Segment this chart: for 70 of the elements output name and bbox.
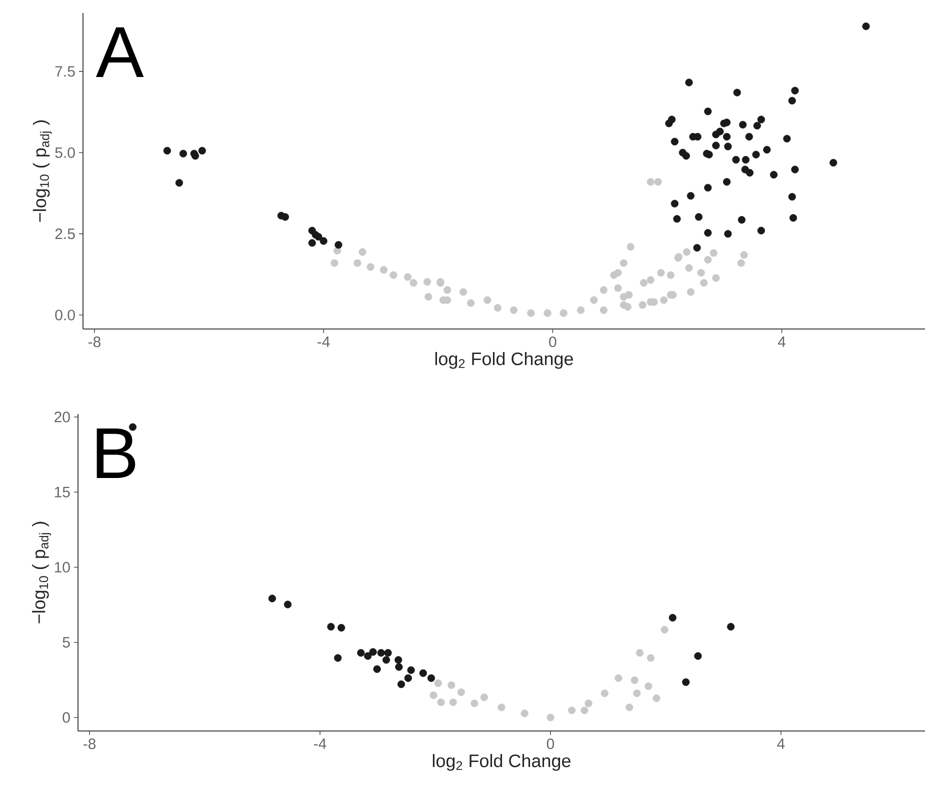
point — [630, 676, 638, 684]
y-tick-label: 7.5 — [55, 66, 75, 77]
point — [427, 674, 436, 682]
point — [284, 600, 292, 608]
point — [584, 700, 592, 708]
x-tick-label: 4 — [778, 336, 786, 347]
y-axis-title: −log$_{10}$ ( p$_{adj}$ ) — [32, 120, 52, 222]
y-tick-label: 10 — [54, 562, 70, 573]
point — [448, 681, 456, 689]
point — [397, 680, 406, 688]
point — [626, 704, 634, 712]
point — [633, 689, 641, 698]
point — [646, 654, 655, 662]
x-tick-label: -8 — [88, 336, 100, 348]
x-tick-label: 0 — [546, 738, 554, 750]
point — [660, 626, 668, 634]
y-axis-title: −log$_{10}$ ( p$_{adj}$ ) — [32, 522, 51, 624]
point — [407, 666, 415, 674]
x-tick-label: -4 — [318, 336, 330, 347]
point — [364, 652, 372, 660]
annotation: A — [96, 27, 144, 77]
point — [437, 698, 445, 706]
point — [614, 674, 622, 682]
point — [338, 624, 346, 632]
point — [644, 682, 652, 690]
y-tick-label: 0 — [62, 712, 70, 723]
point — [568, 706, 576, 714]
point — [430, 691, 438, 700]
point — [652, 694, 660, 702]
point — [546, 714, 554, 722]
point — [384, 649, 392, 657]
x-tick-label: -4 — [314, 738, 326, 749]
point — [580, 706, 588, 714]
point — [457, 688, 465, 696]
y-tick-label: 2.5 — [55, 228, 75, 240]
point — [357, 649, 365, 657]
point — [434, 679, 442, 688]
x-tick-label: 0 — [549, 336, 556, 348]
point — [404, 674, 412, 682]
point — [682, 678, 690, 686]
x-tick-label: 4 — [777, 738, 785, 749]
point — [668, 614, 676, 622]
annotation: B — [96, 428, 136, 478]
point — [520, 710, 528, 718]
point — [373, 665, 381, 673]
point — [636, 649, 644, 657]
y-tick-label: 5 — [62, 637, 70, 648]
point — [470, 700, 478, 708]
y-tick-label: 0.0 — [55, 310, 75, 320]
y-tick-label: 15 — [54, 486, 70, 498]
point — [369, 648, 377, 656]
point — [395, 663, 403, 671]
x-tick-label: -8 — [84, 738, 96, 750]
point — [268, 594, 276, 602]
point — [394, 656, 402, 664]
point — [419, 669, 427, 677]
point — [727, 622, 735, 631]
x-axis-title: log$_{2}$ Fold Change — [435, 352, 573, 369]
point — [600, 689, 608, 698]
point — [694, 652, 702, 660]
y-tick-label: 20 — [54, 412, 70, 422]
point — [377, 649, 385, 657]
point — [327, 622, 335, 631]
x-axis-title: log$_{2}$ Fold Change — [432, 754, 570, 771]
y-tick-label: 5.0 — [55, 147, 75, 158]
point — [449, 698, 457, 706]
point — [334, 654, 342, 662]
point — [480, 694, 488, 702]
point — [498, 704, 506, 712]
point — [382, 656, 390, 664]
